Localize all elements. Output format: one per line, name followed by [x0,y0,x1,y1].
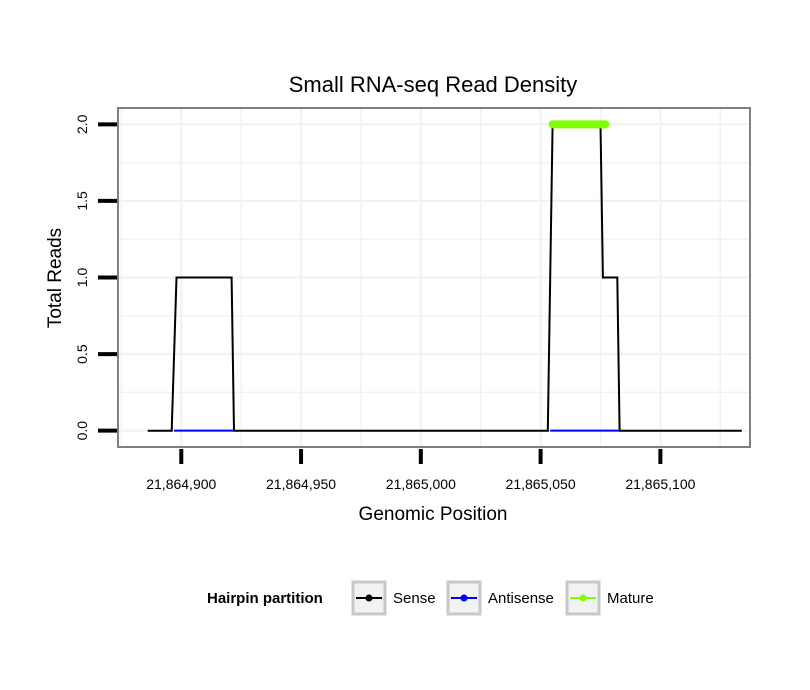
series-layer [147,120,742,432]
x-tick-label: 21,865,100 [625,476,695,492]
legend-title: Hairpin partition [207,590,323,607]
y-tick-label: 0.5 [74,344,90,364]
legend-dot-antisense [460,594,468,602]
legend-item-antisense: Antisense [446,580,554,616]
y-tick-label: 2.0 [74,114,90,134]
legend-dot-sense [365,594,373,602]
legend-label-mature: Mature [607,590,654,607]
series-sense-line [147,123,742,432]
chart-title: Small RNA-seq Read Density [289,72,578,97]
legend: Hairpin partition Sense Antisense Mature [207,580,654,616]
y-axis-title: Total Reads [45,228,66,328]
x-axis-ticks: 21,864,900 21,864,950 21,865,000 21,865,050… [146,449,696,492]
x-tick-label: 21,864,900 [146,476,216,492]
y-tick-label: 1.5 [74,191,90,211]
x-tick-label: 21,865,000 [386,476,456,492]
legend-item-mature: Mature [565,580,654,616]
x-tick-label: 21,865,050 [506,476,576,492]
y-axis-ticks: 0.0 0.5 1.0 1.5 2.0 [74,114,117,440]
legend-label-sense: Sense [393,590,436,607]
y-tick-label: 1.0 [74,268,90,288]
legend-item-sense: Sense [351,580,436,616]
legend-label-antisense: Antisense [488,590,554,607]
x-axis-title: Genomic Position [359,504,508,525]
y-tick-label: 0.0 [74,421,90,441]
x-tick-label: 21,864,950 [266,476,336,492]
legend-dot-mature [579,594,587,602]
plot-panel-border [117,107,751,448]
